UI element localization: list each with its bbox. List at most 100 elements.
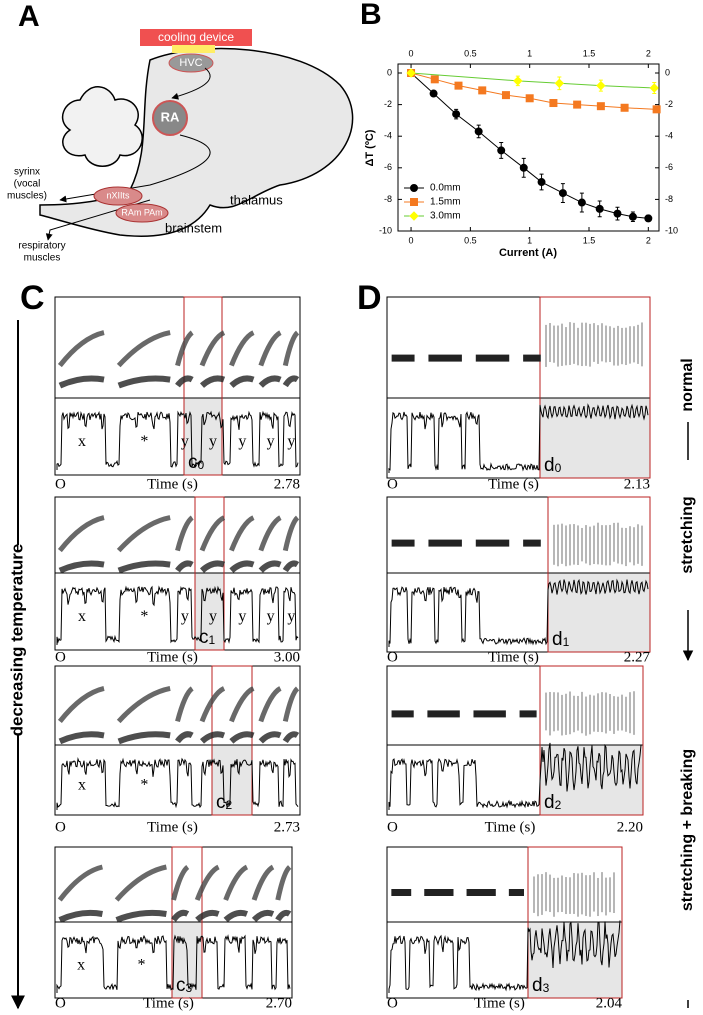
marker [429,89,438,98]
shaded-region [212,745,252,815]
spectrogram-trace [58,731,105,745]
syllable-label: y [181,433,189,450]
spectrogram-trace [251,864,275,901]
spectrogram-trace [428,539,462,547]
syllable-label: y [287,608,295,625]
segment-letter: d [544,792,555,813]
spectrogram-trace [229,330,255,367]
panel-a: A cooling device HVC RA nXIIts RAm PAm t… [7,0,354,264]
segment-letter: d [544,455,555,476]
spectrogram-trace [282,731,300,744]
spectrogram-frame [54,296,301,476]
spectrogram-trace [258,560,282,573]
spectrogram-trace [282,686,300,722]
spectrogram-trace [282,330,300,367]
segment-box [539,296,651,479]
spectrogram-trace [171,864,190,901]
side-label: stretching [679,496,696,573]
marker [595,204,604,213]
segment-label: c1 [199,627,216,648]
origin-label: O [55,819,66,835]
marker [649,83,659,93]
marker [596,102,605,111]
spectrogram-trace [116,515,171,553]
spectrogram-trace [258,515,282,552]
spectrogram-trace [391,710,414,718]
spectrogram-trace [229,515,255,552]
segment-box [194,496,225,651]
series-line [411,72,655,89]
label: RA [161,109,180,124]
arrow [45,199,151,241]
panel-b: B Current (A) ΔT (ºC) 0 0 0.5 0.5 1 1 1.5 1.5 2 2… [360,0,678,259]
end-label: 2.78 [274,476,300,492]
segment-label: d1 [552,629,570,650]
y-tick-label: -6 [665,162,673,172]
segment-box [539,665,644,816]
marker [644,214,653,223]
spectrogram-trace [258,375,282,388]
segment-index: 0 [198,458,205,472]
marker [525,94,534,103]
spectrogram-trace [58,909,103,923]
x-tick-label: 0.5 [464,235,477,245]
origin-label: O [387,995,398,1011]
marker [474,127,483,136]
label: syrinx [14,167,40,178]
marker [652,105,661,114]
segment-box [171,846,203,999]
nucleus [152,100,188,136]
spectrogram-trace [116,330,171,368]
spectrogram-trace [199,686,226,723]
marker [596,80,606,91]
spectrogram-trace [171,909,190,922]
marker [620,103,629,112]
spectrogram-trace [116,685,171,724]
legend-label: 0.0mm [430,183,461,194]
spectrogram-trace [229,560,255,573]
waveform [56,934,291,993]
plot-frame [397,63,660,232]
syllable-label: y [209,608,217,625]
marker [537,178,546,187]
spectrogram-frame [54,665,301,816]
marker [519,163,528,172]
axis-label: Time (s) [488,476,539,492]
spectrogram-trace [175,731,194,744]
segment-label: d0 [544,455,562,476]
axis-label: Time (s) [147,476,198,492]
y-tick-label: -10 [665,225,678,235]
spectrogram-trace [275,865,292,901]
segment-letter: c [216,792,226,813]
segment-box [211,665,253,816]
axis-label: Time (s) [147,819,198,835]
marker [573,100,582,109]
x-tick-label: 0 [409,235,414,245]
probe [172,45,215,53]
spectrogram-trace [115,909,167,923]
waveform [388,742,642,810]
marker [478,86,487,95]
syllable-label: y [287,433,295,450]
axis-label: Time (s) [488,649,539,665]
spectrogram-trace [229,731,255,744]
spectrogram-trace [424,889,454,896]
cooling-device [140,29,252,46]
label: thalamus [230,192,283,207]
y-tick-label: -2 [665,99,673,109]
y-tick-label: -4 [665,131,673,141]
segment-letter: d [552,629,563,650]
arrow [171,67,211,100]
spectrogram-trace [223,909,249,923]
spectrogram-trace [199,330,226,367]
waveform [388,578,649,647]
nucleus [115,203,169,223]
segment-label: c0 [188,452,205,473]
legend-label: 1.5mm [430,197,461,208]
spectrogram-trace [194,864,220,901]
arrow [59,134,211,203]
waveform [56,757,299,810]
syllable-label: * [140,433,148,450]
spectrogram-trace [175,515,194,552]
spectrogram-trace [523,354,541,362]
